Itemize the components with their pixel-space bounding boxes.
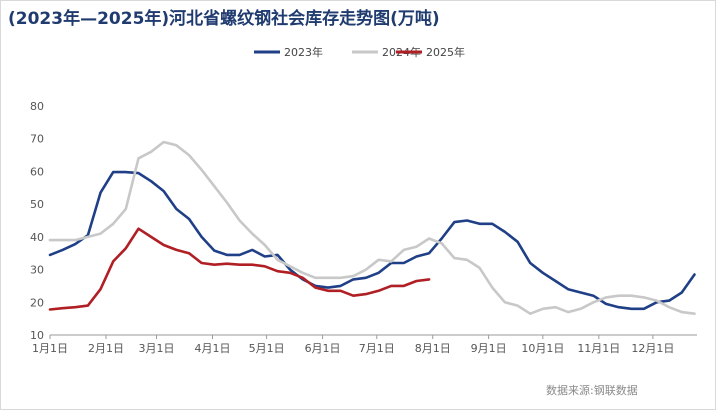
data-source: 数据来源:钢联数据 [546,384,638,397]
x-tick-label: 1月1日 [32,342,68,355]
y-tick-label: 20 [30,296,44,309]
x-tick-label: 4月1日 [195,342,231,355]
x-tick-label: 2月1日 [88,342,124,355]
legend-label-2025: 2025年 [426,45,465,59]
y-axis: 10 20 30 40 50 60 70 80 [30,100,44,342]
y-tick-label: 80 [30,100,44,113]
y-tick-label: 40 [30,231,44,244]
x-tick-label: 3月1日 [139,342,175,355]
y-tick-label: 30 [30,264,44,277]
x-tick-label: 5月1日 [249,342,285,355]
series-lines [48,140,696,316]
x-tick-label: 7月1日 [359,342,395,355]
x-tick-label: 11月1日 [577,342,620,355]
series-line-2023 [48,170,696,311]
x-axis: 1月1日 2月1日 3月1日 4月1日 5月1日 6月1日 7月1日 8月1日 9月1日 10月1… [32,334,697,355]
y-tick-label: 70 [30,133,44,146]
x-tick-label: 8月1日 [415,342,451,355]
series-line-2024 [48,140,696,316]
x-tick-label: 6月1日 [305,342,341,355]
y-tick-label: 50 [30,198,44,211]
x-tick-label: 9月1日 [471,342,507,355]
y-tick-label: 60 [30,165,44,178]
page-title: (2023年—2025年)河北省螺纹钢社会库存走势图(万吨) [8,9,440,29]
x-tick-label: 12月1日 [631,342,674,355]
x-tick-label: 10月1日 [521,342,564,355]
legend: 2023年2024年2025年 [254,45,465,59]
legend-label-2023: 2023年 [284,45,323,59]
series-line-2025 [48,227,431,311]
y-tick-label: 10 [30,329,44,342]
